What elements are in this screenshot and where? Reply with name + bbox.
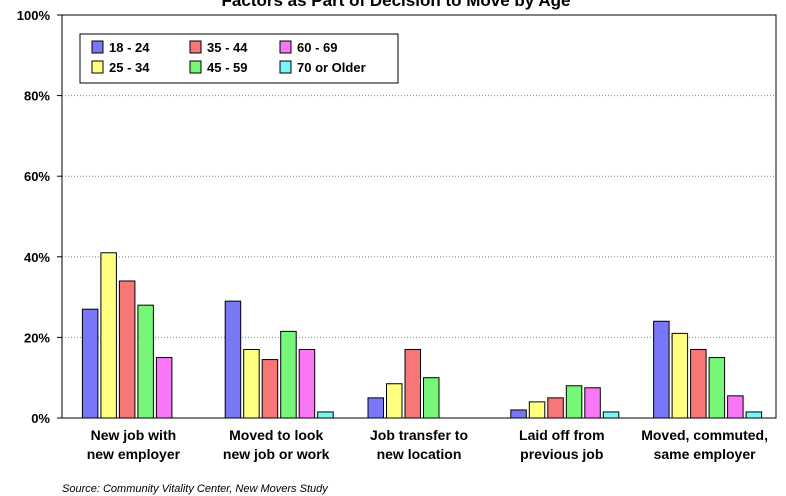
legend-label: 25 - 34 [109, 60, 150, 75]
x-tick-label: New job with [91, 427, 177, 443]
y-tick-label: 100% [17, 8, 51, 23]
bar [547, 397, 564, 419]
bar [280, 330, 297, 419]
bar [708, 357, 726, 419]
bar [367, 397, 384, 419]
bar [317, 411, 334, 419]
y-tick-label: 20% [24, 330, 50, 345]
bar [243, 348, 260, 419]
legend-swatch [279, 40, 292, 54]
bar [671, 332, 689, 419]
x-tick-label: new job or work [223, 446, 330, 462]
y-tick-label: 0% [31, 411, 50, 426]
bar [261, 359, 279, 419]
y-axis-ticks: 0% 20% 40% 60% 80% 100% [17, 8, 62, 426]
legend-swatch [91, 60, 104, 74]
legend: 18 - 24 25 - 34 35 - 44 45 - 59 60 - 69 70 or… [79, 33, 399, 84]
legend-swatch [91, 40, 104, 54]
bar [423, 377, 440, 419]
bar [137, 304, 154, 419]
bar [745, 411, 763, 419]
x-tick-label: Job transfer to [370, 427, 468, 443]
legend-label: 18 - 24 [109, 40, 150, 55]
x-tick-label: Moved, commuted, [641, 427, 768, 443]
bar [653, 320, 670, 419]
x-tick-label: new location [377, 446, 462, 462]
x-tick-label: same employer [654, 446, 756, 462]
bar [81, 308, 99, 419]
bar [298, 348, 316, 419]
legend-label: 45 - 59 [207, 60, 247, 75]
bar [510, 409, 527, 419]
x-tick-label: new employer [87, 446, 181, 462]
legend-swatch [189, 40, 202, 54]
x-tick-label: Laid off from [519, 427, 605, 443]
legend-label: 60 - 69 [297, 40, 337, 55]
bar [404, 348, 421, 419]
bar [690, 348, 707, 419]
chart-title: Factors as Part of Decision to Move by A… [222, 0, 571, 10]
bar [727, 395, 744, 419]
bar [584, 387, 601, 419]
gridlines [62, 95, 776, 338]
bar [565, 385, 583, 419]
bar [100, 252, 117, 419]
bar [224, 300, 242, 419]
y-tick-label: 80% [24, 89, 50, 104]
bar [386, 383, 403, 419]
legend-box [79, 33, 399, 84]
bars [81, 252, 763, 419]
y-tick-label: 40% [24, 250, 50, 265]
legend-label: 35 - 44 [207, 40, 248, 55]
x-tick-label: Moved to look [229, 427, 323, 443]
bar [118, 280, 136, 419]
y-tick-label: 60% [24, 169, 50, 184]
legend-label: 70 or Older [297, 60, 366, 75]
x-tick-label: previous job [520, 446, 603, 462]
bar [528, 401, 546, 419]
bar [602, 411, 620, 419]
legend-swatch [189, 60, 202, 74]
bar [155, 357, 173, 419]
source-note: Source: Community Vitality Center, New M… [62, 483, 329, 495]
x-axis-labels: New job with new employer Moved to look new… [87, 427, 768, 462]
legend-swatch [279, 60, 292, 74]
